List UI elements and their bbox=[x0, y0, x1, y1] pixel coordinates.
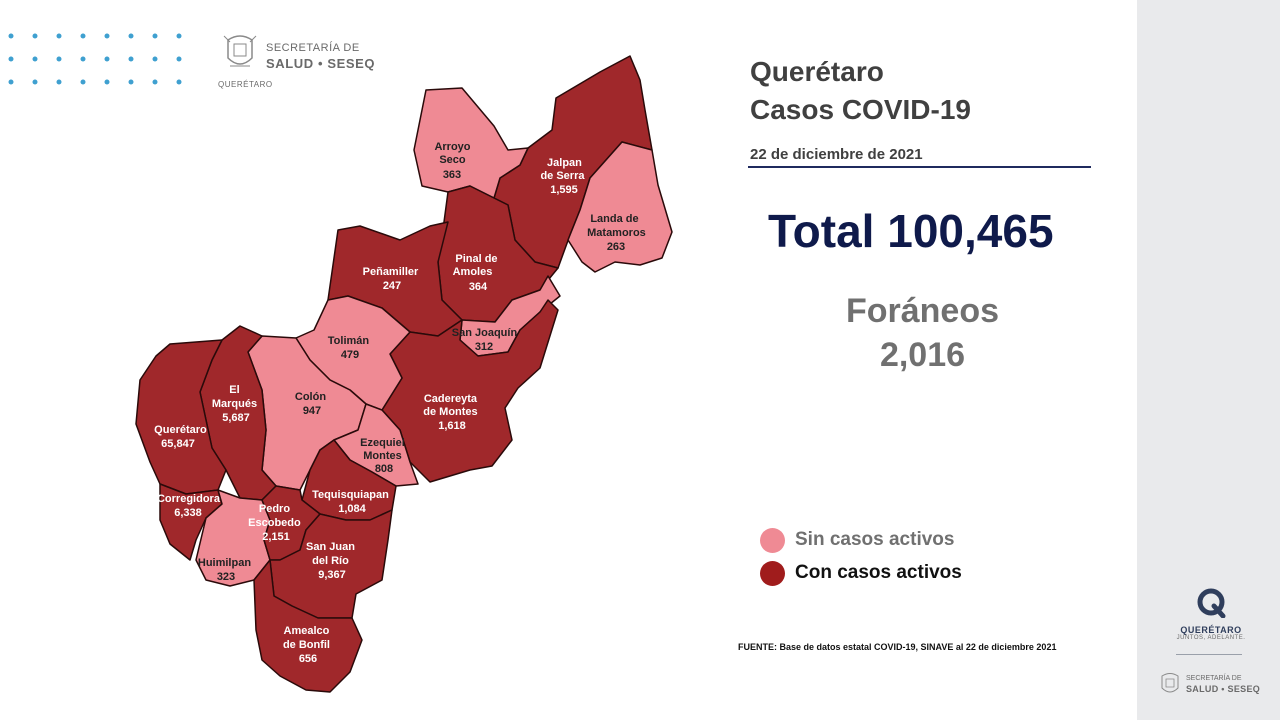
label-toliman: Tolimán 479 bbox=[328, 335, 372, 361]
label-pedro-escobedo: Pedro Escobedo 2,151 bbox=[248, 503, 304, 543]
legend-item-con-casos: Con casos activos bbox=[760, 560, 962, 586]
label-cadereyta-de-montes: Cadereyta de Montes 1,618 bbox=[423, 393, 480, 432]
label-jalpan-de-serra: Jalpan de Serra 1,595 bbox=[540, 157, 587, 196]
label-corregidora: Corregidora 6,338 bbox=[157, 493, 223, 519]
label-landa-de-matamoros: Landa de Matamoros 263 bbox=[587, 213, 649, 253]
foraneos-label: Foráneos bbox=[845, 292, 1000, 330]
label-queretaro: Querétaro 65,847 bbox=[154, 424, 210, 450]
brand-slogan: JUNTOS, ADELANTE. bbox=[1176, 635, 1246, 641]
label-el-marques: El Marqués 5,687 bbox=[212, 384, 260, 424]
label-amealco-de-bonfil: Amealco de Bonfil 656 bbox=[283, 625, 333, 665]
coat-of-arms-icon bbox=[1161, 673, 1179, 693]
org-line-1: SECRETARÍA DE bbox=[266, 42, 360, 54]
sidebar-org-line-1: SECRETARÍA DE bbox=[1186, 675, 1242, 682]
source-note: FUENTE: Base de datos estatal COVID-19, … bbox=[738, 642, 1057, 652]
municipality-arroyo-seco bbox=[413, 87, 529, 199]
label-huimilpan: Huimilpan 323 bbox=[198, 557, 254, 583]
page-title-state: Querétaro bbox=[750, 56, 884, 87]
sidebar-divider bbox=[1176, 654, 1242, 655]
foraneos-value: 2,016 bbox=[879, 336, 966, 374]
seseq-logo: SECRETARÍA DE SALUD • SESEQ QUERÉTARO bbox=[218, 28, 398, 92]
legend-label-con-casos: Con casos activos bbox=[795, 562, 962, 583]
label-penamiller: Peñamiller 247 bbox=[363, 266, 422, 292]
org-line-2: SALUD • SESEQ bbox=[266, 56, 376, 71]
total-cases: Total 100,465 bbox=[768, 205, 1054, 257]
municipality-corregidora bbox=[159, 483, 223, 561]
dot-pattern bbox=[8, 33, 182, 85]
label-san-juan-del-rio: San Juan del Río 9,367 bbox=[306, 541, 358, 581]
label-pinal-de-amoles: Pinal de Amoles 364 bbox=[453, 253, 501, 293]
legend-item-sin-casos: Sin casos activos bbox=[760, 527, 954, 553]
q-logo-icon bbox=[1197, 588, 1226, 619]
label-ezequiel-montes: Ezequiel Montes 808 bbox=[360, 437, 408, 475]
report-date: 22 de diciembre de 2021 bbox=[750, 146, 923, 163]
legend-label-sin-casos: Sin casos activos bbox=[795, 529, 955, 550]
brand-name: QUERÉTARO bbox=[1180, 625, 1242, 635]
label-arroyo-seco: Arroyo Seco 363 bbox=[434, 141, 473, 181]
legend-swatch-sin-casos bbox=[760, 527, 785, 553]
sidebar-org-line-2: SALUD • SESEQ bbox=[1186, 684, 1261, 694]
legend-swatch-con-casos bbox=[760, 560, 785, 586]
sidebar-seseq-logo: SECRETARÍA DE SALUD • SESEQ bbox=[1156, 668, 1276, 704]
label-san-joaquin: San Joaquín 312 bbox=[452, 327, 520, 353]
municipality-amealco-de-bonfil bbox=[253, 559, 363, 693]
municipality-landa-de-matamoros bbox=[567, 141, 673, 273]
label-tequisquiapan: Tequisquiapan 1,084 bbox=[312, 489, 392, 515]
queretaro-brand-logo: QUERÉTARO JUNTOS, ADELANTE. bbox=[1176, 588, 1246, 648]
label-colon: Colón 947 bbox=[295, 391, 329, 417]
state-name: QUERÉTARO bbox=[218, 80, 273, 89]
title-divider bbox=[748, 166, 1091, 168]
coat-of-arms-icon bbox=[223, 35, 257, 67]
page-title-subject: Casos COVID-19 bbox=[750, 94, 971, 125]
sidebar bbox=[1137, 0, 1280, 720]
